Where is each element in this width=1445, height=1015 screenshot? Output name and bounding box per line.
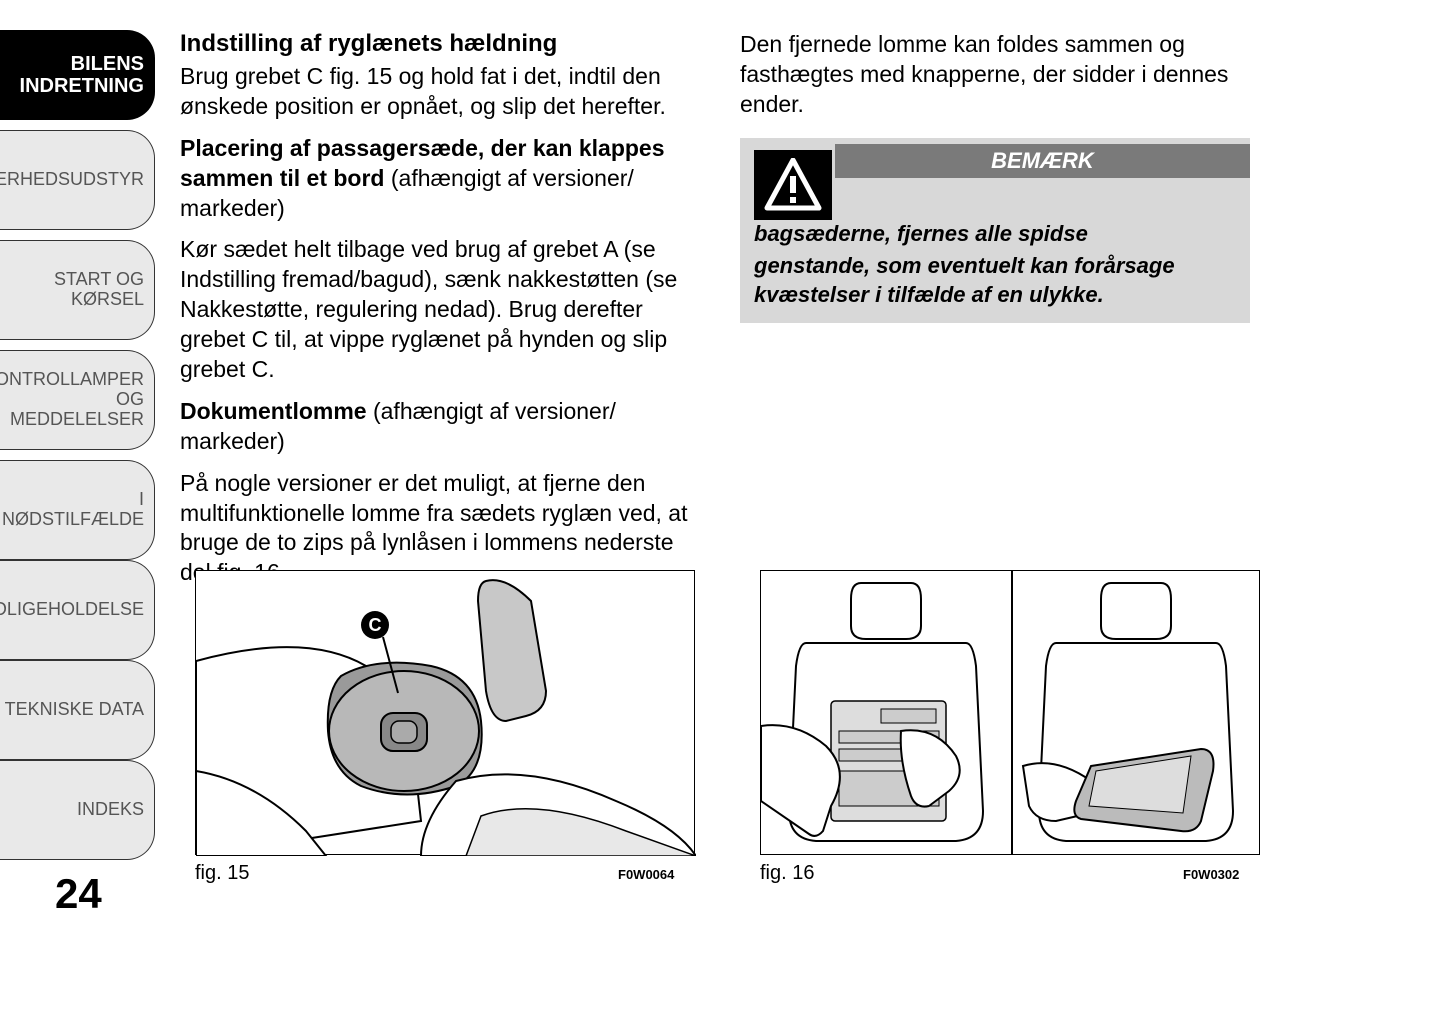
tab-label: VEDLIGEHOLDELSE — [0, 600, 144, 620]
tab-vedligeholdelse[interactable]: VEDLIGEHOLDELSE — [0, 560, 155, 660]
figure-15-caption: fig. 15 — [195, 862, 249, 885]
heading-passenger-seat: Placering af passagersæde, der kan klapp… — [180, 134, 710, 224]
figure-16-code: F0W0302 — [1183, 867, 1239, 882]
right-text-column: Den fjernede lomme kan foldes sammen og … — [740, 30, 1250, 323]
left-text-column: Indstilling af ryglænets hældning Brug g… — [180, 30, 710, 600]
para-passenger-seat: Kør sædet helt tilbage ved brug af grebe… — [180, 235, 710, 384]
tab-kontrollamper[interactable]: KONTROLLAMPER OG MEDDELELSER — [0, 350, 155, 450]
tab-start-og-korsel[interactable]: START OG KØRSEL — [0, 240, 155, 340]
para-backrest: Brug grebet C fig. 15 og hold fat i det,… — [180, 62, 710, 122]
heading-document-pocket: Dokumentlomme (afhængigt af versioner/ m… — [180, 397, 710, 457]
tab-nodstilfaelde[interactable]: I NØDSTILFÆLDE — [0, 460, 155, 560]
figure-16-divider — [1011, 571, 1013, 854]
heading-backrest: Indstilling af ryglænets hældning — [180, 30, 710, 58]
tab-indeks[interactable]: INDEKS — [0, 760, 155, 860]
sidebar: BILENS INDRETNING SIKKERHEDSUDSTYR START… — [0, 0, 155, 1015]
tab-label: INDEKS — [77, 800, 144, 820]
para-pocket-fold: Den fjernede lomme kan foldes sammen og … — [740, 30, 1250, 120]
heading-bold: Dokumentlomme — [180, 398, 367, 424]
figure-16 — [760, 570, 1260, 855]
tab-tekniske-data[interactable]: TEKNISKE DATA — [0, 660, 155, 760]
figure-16-caption: fig. 16 — [760, 862, 814, 885]
tab-bilens-indretning[interactable]: BILENS INDRETNING — [0, 30, 155, 120]
warning-note-box: BEMÆRK Hvis der findes passagerer på bag… — [740, 138, 1250, 324]
warning-triangle-icon — [754, 150, 832, 220]
tab-label: START OG KØRSEL — [0, 270, 144, 310]
tab-label: KONTROLLAMPER OG MEDDELELSER — [0, 370, 144, 429]
note-header: BEMÆRK — [835, 144, 1250, 178]
figure-15: C — [195, 570, 695, 855]
tab-label: BILENS INDRETNING — [0, 53, 144, 97]
tab-label: I NØDSTILFÆLDE — [0, 490, 144, 530]
figure-15-code: F0W0064 — [618, 867, 674, 882]
callout-c-label: C — [361, 611, 389, 639]
figure-15-illustration — [196, 571, 696, 856]
tab-label: SIKKERHEDSUDSTYR — [0, 170, 144, 190]
note-text-rest: genstande, som eventuelt kan forårsage k… — [754, 252, 1236, 309]
tab-label: TEKNISKE DATA — [5, 700, 144, 720]
tab-sikkerhedsudstyr[interactable]: SIKKERHEDSUDSTYR — [0, 130, 155, 230]
page-number: 24 — [55, 870, 102, 918]
